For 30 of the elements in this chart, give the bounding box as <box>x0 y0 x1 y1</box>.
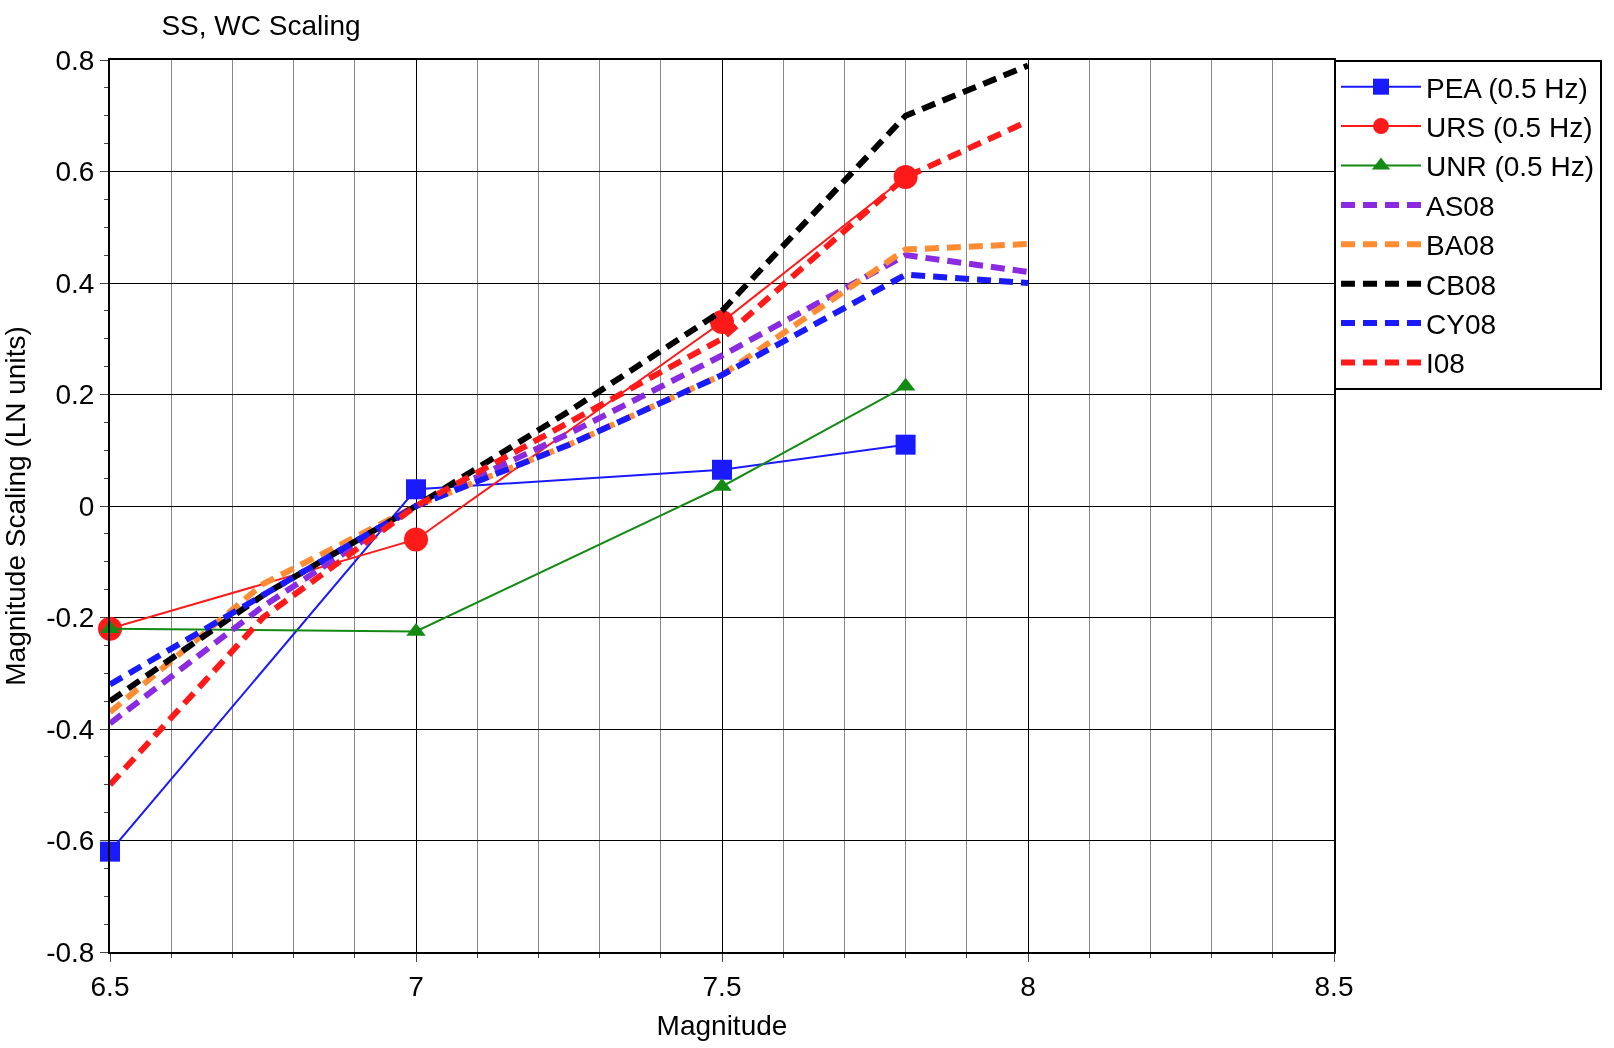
chart-title: SS, WC Scaling <box>161 10 361 42</box>
point <box>100 841 120 862</box>
legend-label: URS (0.5 Hz) <box>1426 112 1593 144</box>
point <box>712 459 732 480</box>
y-tick-label: 0.2 <box>55 379 95 411</box>
y-tick-label: -0.2 <box>46 602 95 634</box>
legend-label: PEA (0.5 Hz) <box>1426 72 1588 104</box>
point <box>406 479 426 500</box>
point <box>404 527 428 552</box>
y-tick-label: 0.6 <box>55 156 95 188</box>
point <box>895 434 916 455</box>
legend-label: CY08 <box>1426 309 1497 341</box>
y-tick-label: 0.8 <box>55 44 95 76</box>
legend-label: CB08 <box>1426 269 1497 301</box>
y-tick-label: -0.6 <box>46 825 95 857</box>
legend-label: I08 <box>1426 348 1465 380</box>
y-tick-label: -0.4 <box>46 713 95 745</box>
y-tick-label: -0.8 <box>46 936 95 968</box>
x-tick-label: 8.5 <box>1314 970 1354 1002</box>
x-axis-title: Magnitude <box>656 1010 788 1042</box>
x-tick-label: 6.5 <box>90 970 130 1002</box>
y-tick-label: 0 <box>78 490 95 522</box>
legend-label: BA08 <box>1426 230 1495 262</box>
x-tick-label: 8 <box>1020 970 1036 1002</box>
x-tick-label: 7 <box>408 970 424 1002</box>
legend-label: AS08 <box>1426 190 1495 222</box>
y-axis-title: Magnitude Scaling (LN units) <box>0 326 31 686</box>
y-tick-label: 0.4 <box>55 267 95 299</box>
x-tick-label: 7.5 <box>702 970 742 1002</box>
legend-label: UNR (0.5 Hz) <box>1426 151 1595 183</box>
